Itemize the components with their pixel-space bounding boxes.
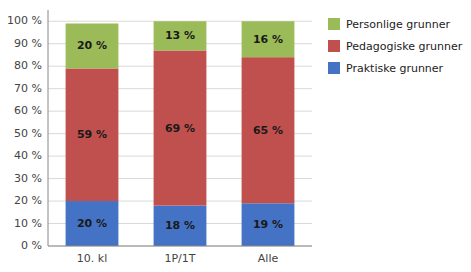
y-tick-label: 10 % — [14, 217, 42, 230]
y-tick-label: 20 % — [14, 194, 42, 207]
bar-segment — [242, 57, 295, 203]
data-label: 20 % — [77, 39, 107, 52]
chart: 0 % 10 % 20 % 30 % 40 % 50 % 60 % 70 % 80 % 90 % 1… — [0, 0, 471, 272]
legend-label: Personlige grunner — [346, 18, 451, 31]
x-tick-label: 1P/1T — [164, 252, 195, 265]
data-label: 18 % — [165, 219, 195, 232]
grid — [48, 21, 312, 246]
bar-segment — [66, 201, 119, 246]
y-tick-label: 80 % — [14, 59, 42, 72]
y-tick-label: 40 % — [14, 149, 42, 162]
legend-swatch — [328, 18, 340, 30]
x-axis-line — [48, 246, 312, 247]
legend-swatch — [328, 40, 340, 52]
grid-line — [48, 246, 312, 247]
bar-segment — [154, 21, 207, 50]
data-label: 69 % — [165, 122, 195, 135]
legend-label: Praktiske grunner — [346, 62, 444, 75]
y-axis-line — [48, 10, 49, 246]
y-tick-label: 90 % — [14, 37, 42, 50]
y-tick-label: 60 % — [14, 104, 42, 117]
data-label: 13 % — [165, 29, 195, 42]
y-tick-label: 50 % — [14, 127, 42, 140]
x-tick-label: Alle — [258, 252, 279, 265]
legend-label: Pedagogiske grunner — [346, 40, 463, 53]
bars — [66, 21, 295, 246]
data-label: 16 % — [253, 33, 283, 46]
y-tick-label: 100 % — [7, 14, 42, 27]
bar-segment — [242, 203, 295, 246]
data-label: 65 % — [253, 124, 283, 137]
y-tick-label: 0 % — [21, 239, 42, 252]
bar-segment — [66, 23, 119, 68]
data-labels: 20 % 18 % 19 % 59 % 69 % 65 % 20 % 13 % 16 % — [77, 29, 283, 232]
x-axis: 10. kl 1P/1T Alle — [48, 246, 312, 265]
bar-segment — [66, 68, 119, 201]
y-tick-label: 30 % — [14, 172, 42, 185]
bar-segment — [154, 50, 207, 205]
x-tick-label: 10. kl — [77, 252, 107, 265]
bar-segment — [242, 21, 295, 57]
y-tick-label: 70 % — [14, 82, 42, 95]
bar-segment — [154, 206, 207, 246]
y-axis: 0 % 10 % 20 % 30 % 40 % 50 % 60 % 70 % 80 % 90 % 1… — [7, 10, 48, 252]
data-label: 19 % — [253, 218, 283, 231]
data-label: 59 % — [77, 128, 107, 141]
legend-swatch — [328, 62, 340, 74]
legend: Personlige grunner Pedagogiske grunner Pra… — [328, 18, 463, 75]
data-label: 20 % — [77, 217, 107, 230]
